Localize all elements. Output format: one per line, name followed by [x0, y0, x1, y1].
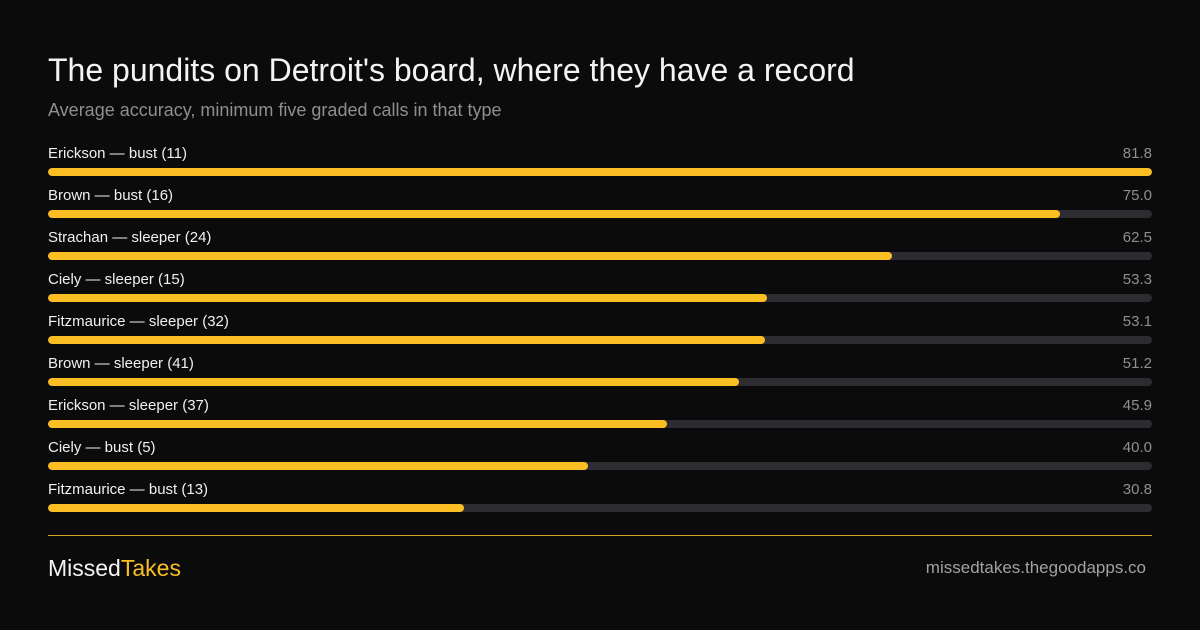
bar: [48, 252, 892, 260]
bar: [48, 168, 1152, 176]
bar-track: [48, 420, 1152, 428]
bar-value-label: 53.1: [1122, 313, 1152, 330]
bar-track: [48, 378, 1152, 386]
bar-label: Ciely — bust (5): [48, 439, 156, 456]
bar-value-label: 75.0: [1122, 187, 1152, 204]
bar-value-label: 81.8: [1122, 145, 1152, 162]
bar-row: Fitzmaurice — sleeper (32) 53.1: [48, 310, 1152, 352]
brand-name-part1: Missed: [48, 555, 121, 581]
bar-value-label: 51.2: [1122, 355, 1152, 372]
bar-track: [48, 294, 1152, 302]
bar: [48, 210, 1060, 218]
bar-label: Fitzmaurice — sleeper (32): [48, 313, 229, 330]
bar-track: [48, 462, 1152, 470]
bar-track: [48, 252, 1152, 260]
bar-row: Brown — bust (16) 75.0: [48, 184, 1152, 226]
bar-label: Erickson — sleeper (37): [48, 397, 209, 414]
bar-value-label: 53.3: [1122, 271, 1152, 288]
bar: [48, 420, 667, 428]
footer-divider: [48, 535, 1152, 536]
bar-label: Ciely — sleeper (15): [48, 271, 185, 288]
bar-row: Strachan — sleeper (24) 62.5: [48, 226, 1152, 268]
bar: [48, 378, 739, 386]
bar-track: [48, 210, 1152, 218]
bar-row: Fitzmaurice — bust (13) 30.8: [48, 478, 1152, 520]
bar-label: Fitzmaurice — bust (13): [48, 481, 209, 498]
bar-value-label: 62.5: [1122, 229, 1152, 246]
bar-value-label: 40.0: [1122, 439, 1152, 456]
brand-logo[interactable]: MissedTakes: [48, 553, 181, 583]
bar-track: [48, 168, 1152, 176]
bar: [48, 336, 765, 344]
bar-row: Erickson — bust (11) 81.8: [48, 142, 1152, 184]
bar-row: Erickson — sleeper (37) 45.9: [48, 394, 1152, 436]
bar: [48, 462, 588, 470]
bar: [48, 294, 767, 302]
bar-chart: Erickson — bust (11) 81.8 Brown — bust (16…: [48, 142, 1152, 520]
bar-track: [48, 504, 1152, 512]
bar-label: Brown — bust (16): [48, 187, 174, 204]
bar: [48, 504, 464, 512]
bar-track: [48, 336, 1152, 344]
bar-label: Brown — sleeper (41): [48, 355, 194, 372]
bar-label: Strachan — sleeper (24): [48, 229, 212, 246]
bar-row: Ciely — sleeper (15) 53.3: [48, 268, 1152, 310]
site-url[interactable]: missedtakes.thegoodapps.co: [925, 558, 1146, 577]
brand-name-part2: Takes: [120, 555, 181, 581]
bar-row: Ciely — bust (5) 40.0: [48, 436, 1152, 478]
chart-subtitle: Average accuracy, minimum five graded ca…: [48, 100, 502, 120]
bar-value-label: 30.8: [1122, 481, 1152, 498]
bar-value-label: 45.9: [1122, 397, 1152, 414]
bar-label: Erickson — bust (11): [48, 145, 187, 162]
bar-row: Brown — sleeper (41) 51.2: [48, 352, 1152, 394]
chart-title: The pundits on Detroit's board, where th…: [48, 52, 855, 88]
